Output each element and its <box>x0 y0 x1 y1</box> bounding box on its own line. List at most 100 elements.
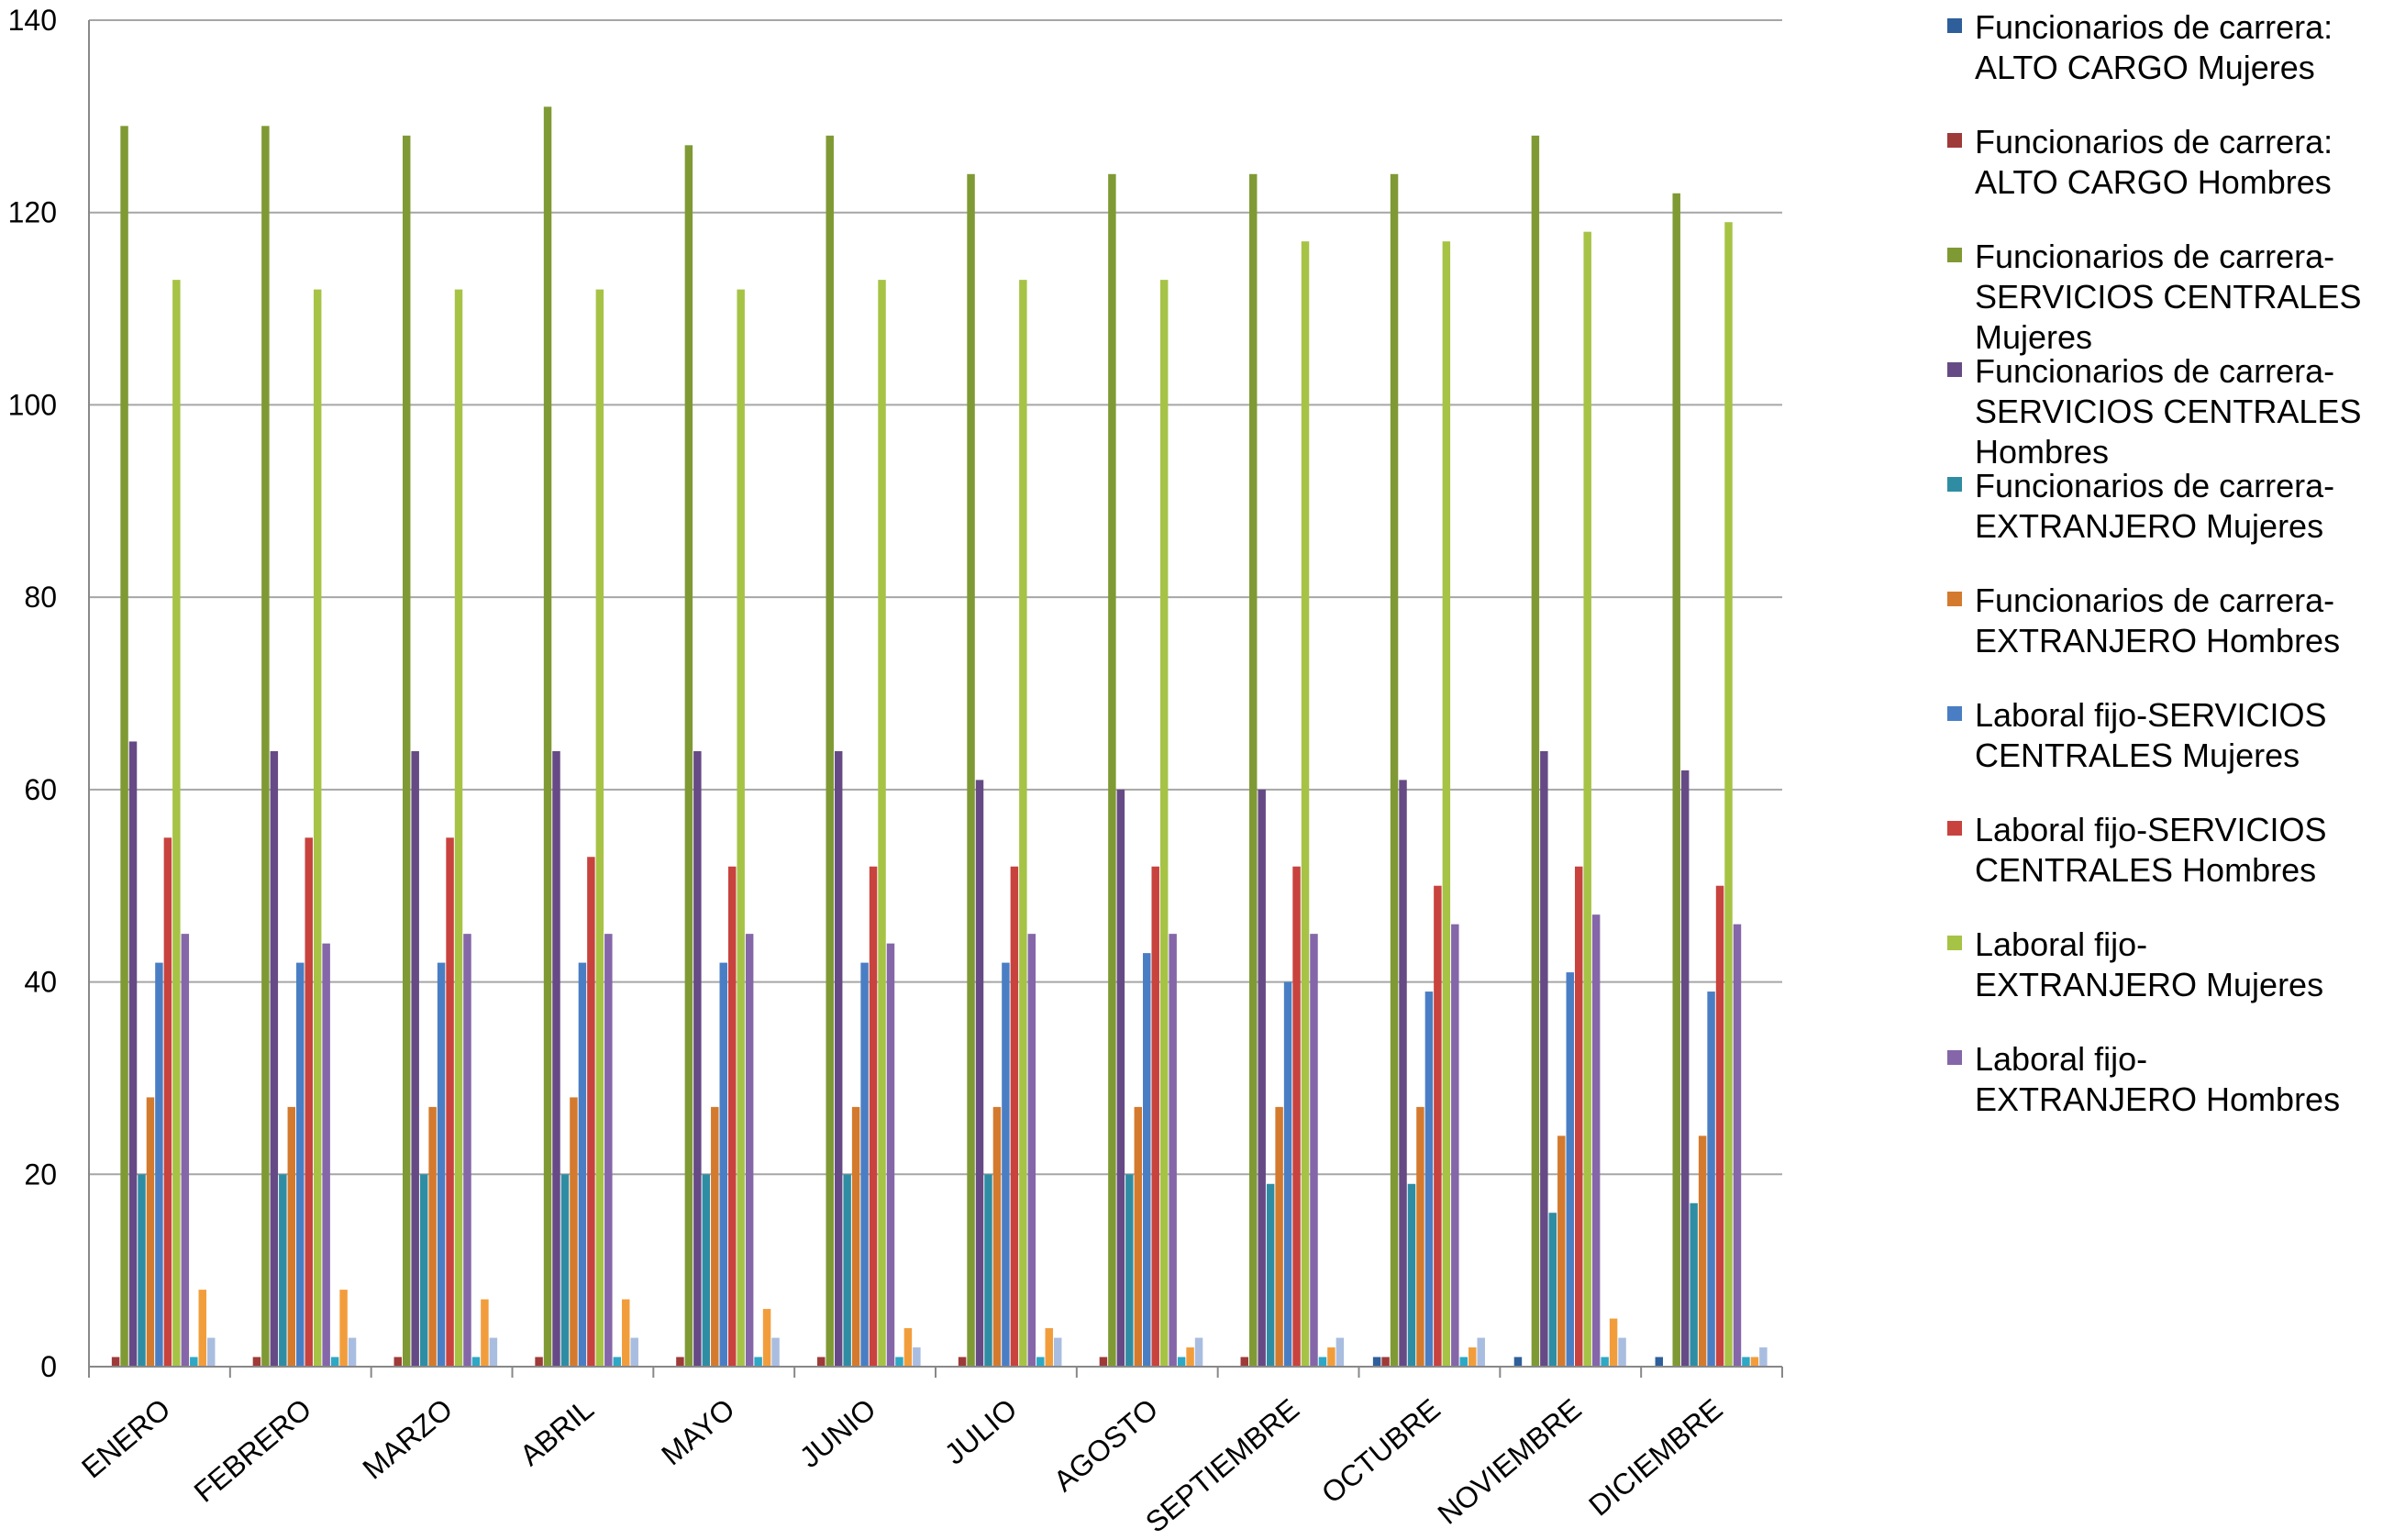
legend-swatch <box>1947 821 1962 836</box>
bar <box>967 173 975 1367</box>
bar <box>1036 1357 1045 1367</box>
bar <box>190 1357 198 1367</box>
bar <box>578 962 587 1367</box>
legend-label: ALTO CARGO Hombres <box>1975 163 2332 201</box>
bar <box>1540 750 1548 1367</box>
bar <box>1099 1357 1108 1367</box>
x-tick-label: ENERO <box>75 1392 176 1485</box>
bar <box>1531 135 1540 1367</box>
bar <box>1591 914 1601 1367</box>
legend-label: Laboral fijo- <box>1975 1040 2147 1078</box>
bar <box>1513 1357 1523 1367</box>
bar <box>339 1290 348 1367</box>
bar <box>1186 1347 1194 1367</box>
y-tick-label: 40 <box>24 966 57 999</box>
legend-label: EXTRANJERO Mujeres <box>1975 966 2323 1003</box>
x-tick-label: DICIEMBRE <box>1582 1392 1728 1523</box>
x-tick-label: MARZO <box>356 1392 459 1486</box>
bar <box>1108 173 1116 1367</box>
bar <box>1151 866 1159 1367</box>
legend-label: Funcionarios de carrera: <box>1975 8 2333 46</box>
bar <box>676 1357 684 1367</box>
bar <box>322 943 330 1367</box>
legend-label: Funcionarios de carrera: <box>1975 123 2333 161</box>
bar <box>1469 1347 1477 1367</box>
y-tick-label: 140 <box>8 4 57 37</box>
bar <box>984 1174 992 1367</box>
bar <box>128 741 138 1367</box>
legend-label: Laboral fijo- <box>1975 925 2147 963</box>
bar <box>1027 934 1036 1367</box>
bar <box>878 280 886 1368</box>
legend-swatch <box>1947 477 1962 492</box>
x-tick-label: FEBRERO <box>188 1392 318 1509</box>
bar <box>111 1357 120 1367</box>
legend-label: SERVICIOS CENTRALES <box>1975 393 2361 430</box>
bar <box>1240 1357 1248 1367</box>
bar <box>1733 924 1742 1367</box>
bar <box>1248 173 1258 1367</box>
bar <box>1459 1357 1469 1367</box>
bar <box>313 289 322 1368</box>
bar <box>1707 992 1715 1367</box>
legend-swatch <box>1947 18 1962 33</box>
bar <box>471 1357 481 1367</box>
bar <box>1159 280 1169 1368</box>
legend-swatch <box>1947 133 1962 148</box>
bar <box>992 1106 1002 1367</box>
bar <box>1177 1357 1186 1367</box>
bar <box>771 1337 780 1367</box>
bar <box>560 1174 570 1367</box>
bar <box>1557 1136 1566 1367</box>
bar <box>1327 1347 1336 1367</box>
bar <box>975 780 984 1367</box>
bar <box>1655 1357 1664 1367</box>
bar <box>903 1328 913 1367</box>
bar <box>163 837 172 1367</box>
bar <box>1010 866 1019 1367</box>
gridlines <box>89 19 1782 1176</box>
legend-label: CENTRALES Mujeres <box>1975 737 2300 774</box>
bar <box>481 1299 489 1367</box>
bar <box>826 135 834 1367</box>
bar <box>1424 992 1434 1367</box>
legend-label: EXTRANJERO Hombres <box>1975 1080 2340 1118</box>
bar <box>437 962 446 1367</box>
legend-swatch <box>1947 706 1962 721</box>
bar <box>305 837 313 1367</box>
bar <box>1275 1106 1283 1367</box>
legend-swatch <box>1947 592 1962 606</box>
bar <box>886 943 895 1367</box>
bar <box>1399 780 1407 1367</box>
bar <box>737 289 745 1368</box>
bar <box>595 289 604 1368</box>
bar <box>913 1347 921 1367</box>
bar <box>702 1174 711 1367</box>
y-tick-label: 80 <box>24 581 57 614</box>
bar <box>411 750 419 1367</box>
x-tick-label: JUNIO <box>793 1392 882 1474</box>
legend-label: ALTO CARGO Mujeres <box>1975 49 2315 86</box>
bar <box>1407 1183 1416 1367</box>
y-tick-label: 20 <box>24 1158 57 1191</box>
bar <box>1134 1106 1143 1367</box>
bar <box>843 1174 851 1367</box>
bar <box>1750 1357 1759 1367</box>
bar <box>693 750 702 1367</box>
bar <box>198 1290 206 1367</box>
legend-label: Mujeres <box>1975 318 2092 356</box>
bar <box>1381 1357 1390 1367</box>
bar <box>1125 1174 1134 1367</box>
bar <box>1618 1337 1626 1367</box>
bar <box>172 280 181 1368</box>
bar <box>1715 885 1724 1367</box>
bar <box>1566 972 1574 1367</box>
bar <box>1759 1347 1768 1367</box>
bar <box>711 1106 719 1367</box>
bar <box>1680 770 1690 1367</box>
bar <box>535 1357 543 1367</box>
bar <box>1116 789 1125 1367</box>
bar <box>1318 1357 1327 1367</box>
bar <box>1194 1337 1203 1367</box>
bar <box>206 1337 216 1367</box>
